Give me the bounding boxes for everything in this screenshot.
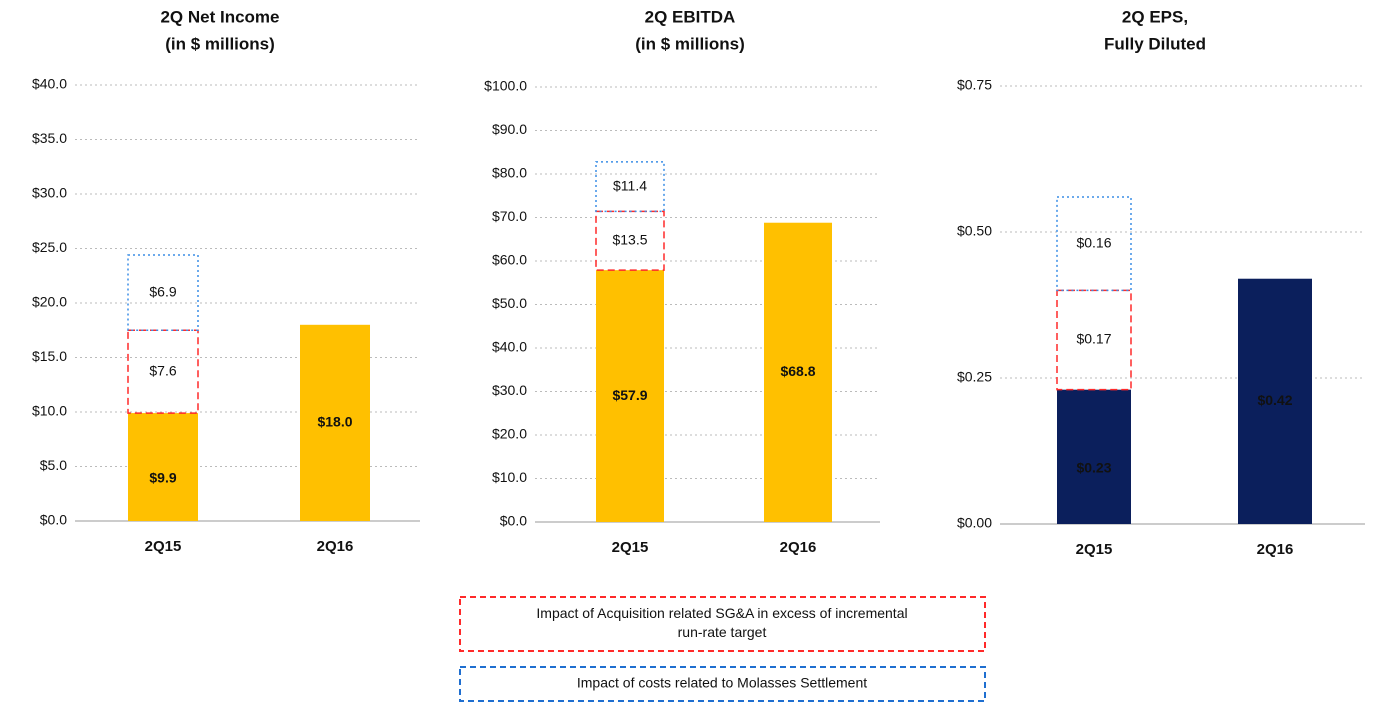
y-tick-label: $0.50 (957, 223, 992, 239)
data-label: $0.23 (1076, 460, 1111, 476)
bar-outline (595, 161, 665, 213)
y-tick-label: $0.75 (957, 77, 992, 93)
y-tick-label: $40.0 (32, 76, 67, 92)
x-tick-label: 2Q16 (780, 539, 817, 556)
y-tick-label: $30.0 (32, 185, 67, 201)
data-label: $6.9 (149, 283, 176, 299)
y-tick-label: $80.0 (492, 165, 527, 181)
x-tick-label: 2Q16 (1257, 541, 1294, 558)
chart-title: (in $ millions) (165, 34, 275, 53)
legend-label: Impact of Acquisition related SG&A in ex… (536, 605, 907, 621)
y-tick-label: $90.0 (492, 121, 527, 137)
data-label: $9.9 (149, 470, 176, 486)
bar-outline (1056, 196, 1132, 292)
x-tick-label: 2Q15 (1076, 541, 1113, 558)
bar (1238, 278, 1312, 524)
bar (128, 413, 198, 521)
bar-outline (1056, 289, 1132, 391)
x-tick-label: 2Q16 (317, 538, 354, 555)
legend-box (459, 596, 986, 652)
y-tick-label: $100.0 (484, 78, 527, 94)
bar (300, 324, 370, 521)
bar (764, 222, 832, 522)
data-label: $7.6 (149, 362, 176, 378)
bar (596, 270, 664, 522)
y-tick-label: $20.0 (32, 294, 67, 310)
y-tick-label: $5.0 (40, 457, 67, 473)
data-label: $57.9 (612, 387, 647, 403)
y-tick-label: $0.0 (500, 513, 527, 529)
y-tick-label: $10.0 (492, 469, 527, 485)
chart-title: 2Q EBITDA (645, 7, 736, 26)
y-tick-label: $15.0 (32, 348, 67, 364)
data-label: $0.17 (1076, 331, 1111, 347)
x-tick-label: 2Q15 (145, 538, 182, 555)
y-tick-label: $70.0 (492, 208, 527, 224)
y-tick-label: $0.25 (957, 369, 992, 385)
y-tick-label: $20.0 (492, 426, 527, 442)
bar-outline (127, 254, 199, 331)
y-tick-label: $40.0 (492, 339, 527, 355)
chart-title: Fully Diluted (1104, 34, 1206, 53)
data-label: $13.5 (612, 231, 647, 247)
bar (1057, 389, 1131, 524)
chart-title: 2Q Net Income (160, 7, 279, 26)
y-tick-label: $60.0 (492, 252, 527, 268)
data-label: $68.8 (780, 363, 815, 379)
data-label: $0.42 (1257, 392, 1292, 408)
y-tick-label: $30.0 (492, 382, 527, 398)
y-tick-label: $50.0 (492, 295, 527, 311)
legend-label: run-rate target (678, 624, 767, 640)
y-tick-label: $35.0 (32, 130, 67, 146)
legend-box (459, 666, 986, 702)
y-tick-label: $0.0 (40, 512, 67, 528)
y-tick-label: $25.0 (32, 239, 67, 255)
y-tick-label: $0.00 (957, 515, 992, 531)
y-tick-label: $10.0 (32, 403, 67, 419)
legend-label: Impact of costs related to Molasses Sett… (577, 675, 867, 691)
chart-title: 2Q EPS, (1122, 7, 1188, 26)
data-label: $0.16 (1076, 234, 1111, 250)
data-label: $18.0 (317, 414, 352, 430)
x-tick-label: 2Q15 (612, 539, 649, 556)
chart-title: (in $ millions) (635, 34, 745, 53)
data-label: $11.4 (613, 177, 647, 193)
